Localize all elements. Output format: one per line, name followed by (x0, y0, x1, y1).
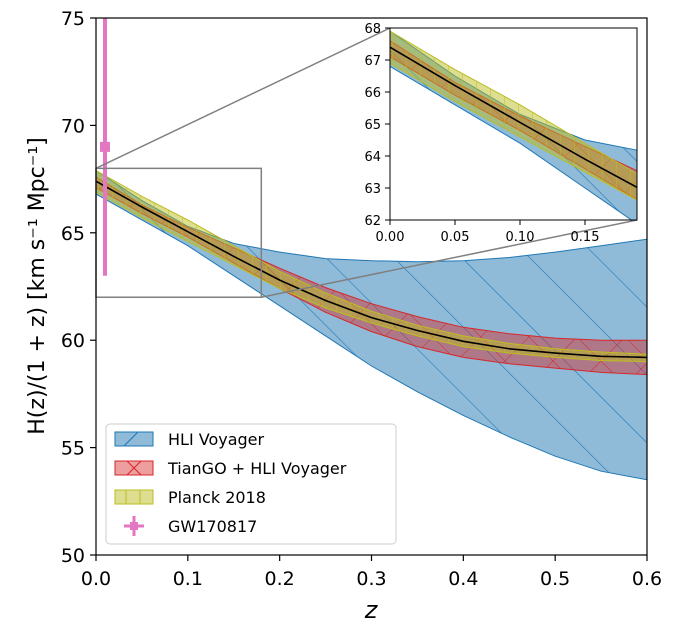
legend-swatch-hli (114, 431, 154, 447)
legend-item-planck: Planck 2018 (114, 488, 266, 507)
legend-swatch-planck (114, 489, 154, 505)
x-tick-label: 0.1 (173, 568, 203, 590)
inset-band-hatch-planck-2018 (390, 30, 637, 201)
legend-label-hli: HLI Voyager (168, 430, 265, 449)
x-tick-label: 0.3 (356, 568, 386, 590)
y-tick-label: 55 (61, 438, 85, 460)
inset-x-tick-label: 0.00 (376, 230, 405, 245)
zoom-connector-top (95, 27, 391, 170)
x-tick-label: 0.0 (81, 568, 111, 590)
main-plot-area (96, 18, 647, 481)
inset-y-tick-label: 67 (364, 54, 381, 69)
inset-series-group (390, 30, 637, 220)
x-tick-label: 0.6 (632, 568, 662, 590)
legend-hatch-hli (123, 431, 139, 447)
y-tick-label: 65 (61, 223, 85, 245)
inset-x-tick-label: 0.05 (441, 230, 470, 245)
legend-hatch-tiango-b (126, 460, 142, 476)
legend-label-planck: Planck 2018 (168, 488, 266, 507)
inset-y-tick-label: 65 (364, 118, 381, 133)
main-band-hatch-planck-2018 (96, 169, 647, 363)
gw170817-marker (99, 141, 110, 152)
inset-x-tick-label: 0.10 (506, 230, 535, 245)
inset-x-tick-label: 0.15 (571, 230, 600, 245)
legend-item-tiango: TianGO + HLI Voyager (114, 459, 347, 478)
x-tick-label: 0.4 (448, 568, 478, 590)
legend: HLI Voyager TianGO + HLI Voyager Planck … (105, 423, 397, 545)
x-axis-label: z (364, 596, 379, 624)
zoom-connector-bottom (261, 219, 638, 298)
inset-y-tick-label: 68 (364, 22, 381, 37)
y-tick-label: 50 (61, 545, 85, 567)
legend-item-hli: HLI Voyager (114, 430, 265, 449)
legend-label-tiango: TianGO + HLI Voyager (167, 459, 347, 478)
inset-plot-area: 0.00 0.05 0.10 0.15 62 63 64 65 66 67 68 (364, 22, 638, 245)
y-axis-label: H(z)/(1 + z) [km s⁻¹ Mpc⁻¹] (25, 137, 50, 434)
legend-gw-marker (130, 522, 138, 530)
inset-y-tick-label: 64 (364, 150, 381, 165)
y-tick-label: 70 (61, 115, 85, 137)
y-tick-label: 60 (61, 330, 85, 352)
legend-frame (105, 423, 397, 545)
x-tick-label: 0.5 (540, 568, 570, 590)
main-fiducial-line (96, 180, 647, 359)
legend-item-gw: GW170817 (124, 516, 257, 536)
inset-y-tick-label: 62 (364, 214, 381, 229)
y-tick-label: 75 (61, 8, 85, 30)
inset-y-tick-label: 63 (364, 182, 381, 197)
inset-fiducial-line (390, 46, 637, 189)
legend-label-gw: GW170817 (168, 517, 257, 536)
x-tick-label: 0.2 (265, 568, 295, 590)
main-axis-ticks: 0.0 0.1 0.2 0.3 0.4 0.5 0.6 50 55 60 65 70 75 (61, 8, 662, 590)
inset-y-tick-label: 66 (364, 86, 381, 101)
main-series-group (96, 18, 647, 481)
